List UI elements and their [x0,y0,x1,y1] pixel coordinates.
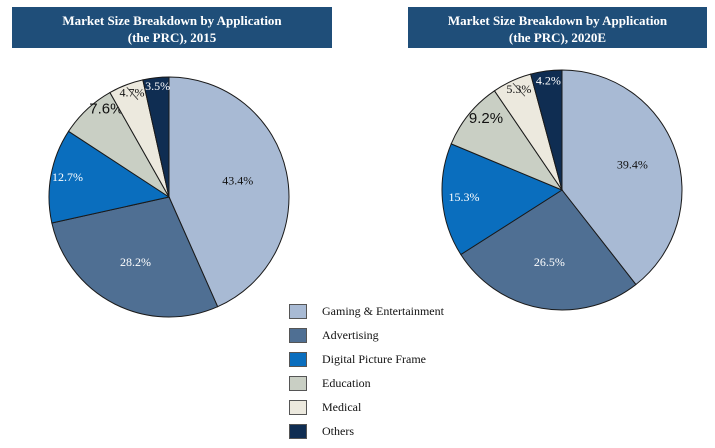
pie-slice [441,143,564,256]
legend-label: Education [322,376,371,390]
legend-swatch [289,304,307,319]
chart-title-2015: Market Size Breakdown by Application (th… [12,7,332,48]
pie-data-label: 43.4% [222,173,253,187]
legend: Gaming & Entertainment Advertising Digit… [289,302,489,446]
pie-slice [460,189,637,311]
legend-item-others: Others [289,422,489,446]
pie-data-label: 4.2% [536,73,561,87]
legend-swatch [289,376,307,391]
pie-data-label: 12.7% [52,170,83,184]
pie-data-label: 7.6% [89,101,123,118]
legend-label: Others [322,424,354,438]
chart-title-line: Market Size Breakdown by Application [447,13,668,28]
legend-swatch [289,424,307,439]
leader-line [512,82,526,97]
leader-line [126,86,139,100]
legend-label: Gaming & Entertainment [322,304,444,318]
pie-data-label: 15.3% [448,190,479,204]
pie-slice [561,69,683,286]
legend-item-education: Education [289,374,489,398]
chart-title-line: Market Size Breakdown by Application [62,13,282,28]
chart-title-line: (the PRC), 2015 [127,30,217,45]
pie-slice [48,130,171,224]
legend-item-digital-picture-frame: Digital Picture Frame [289,350,489,374]
legend-label: Digital Picture Frame [322,352,426,366]
pie-slice [51,196,219,318]
legend-item-medical: Medical [289,398,489,422]
legend-item-advertising: Advertising [289,326,489,350]
pie-slice [168,76,290,308]
pie-data-label: 3.5% [145,79,170,93]
chart-title-line: (the PRC), 2020E [508,30,607,45]
legend-swatch [289,352,307,367]
pie-slice [142,76,170,198]
pie-slice [530,69,563,191]
legend-swatch [289,400,307,415]
legend-swatch [289,328,307,343]
legend-label: Medical [322,400,362,414]
pie-data-label: 39.4% [617,158,648,172]
pie-data-label: 9.2% [469,110,503,127]
chart-title-2020e: Market Size Breakdown by Application (th… [408,7,707,48]
pie-data-label: 26.5% [534,255,565,269]
pie-data-label: 5.3% [506,82,531,96]
pie-data-label: 28.2% [120,255,151,269]
legend-item-gaming: Gaming & Entertainment [289,302,489,326]
legend-label: Advertising [322,328,379,342]
